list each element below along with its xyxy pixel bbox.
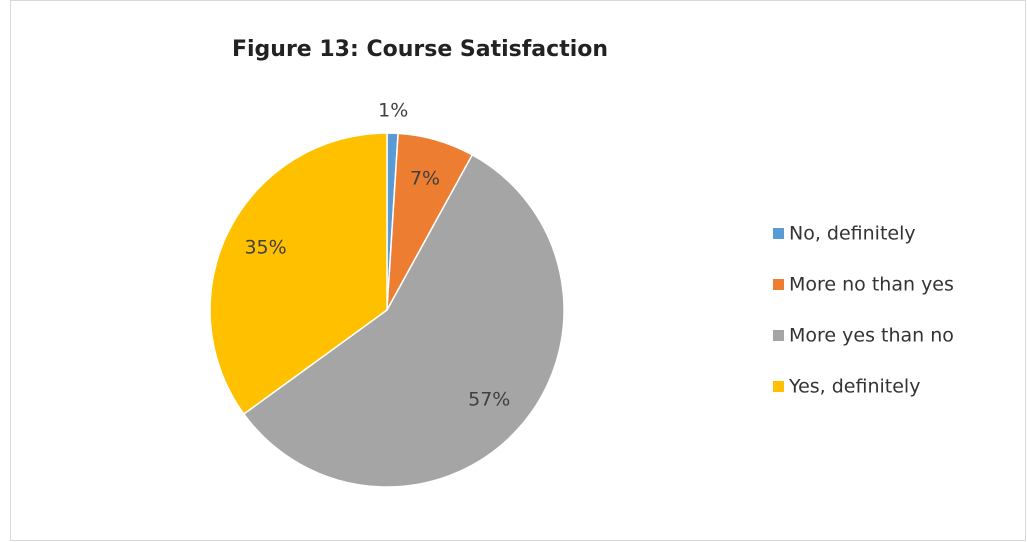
legend-swatch [773, 228, 784, 239]
chart-title: Figure 13: Course Satisfaction [232, 37, 608, 62]
legend-label: More yes than no [789, 325, 954, 347]
data-label: 35% [244, 237, 286, 259]
data-label: 1% [378, 100, 408, 122]
legend-label: More no than yes [789, 274, 954, 296]
legend-label: No, definitely [789, 223, 916, 245]
data-label: 57% [468, 389, 510, 411]
legend-swatch [773, 279, 784, 290]
pie-slice [242, 153, 565, 488]
legend-label: Yes, definitely [788, 376, 920, 398]
data-label: 7% [410, 168, 440, 190]
legend-swatch [773, 330, 784, 341]
pie-slice [209, 132, 388, 416]
legend-swatch [773, 381, 784, 392]
